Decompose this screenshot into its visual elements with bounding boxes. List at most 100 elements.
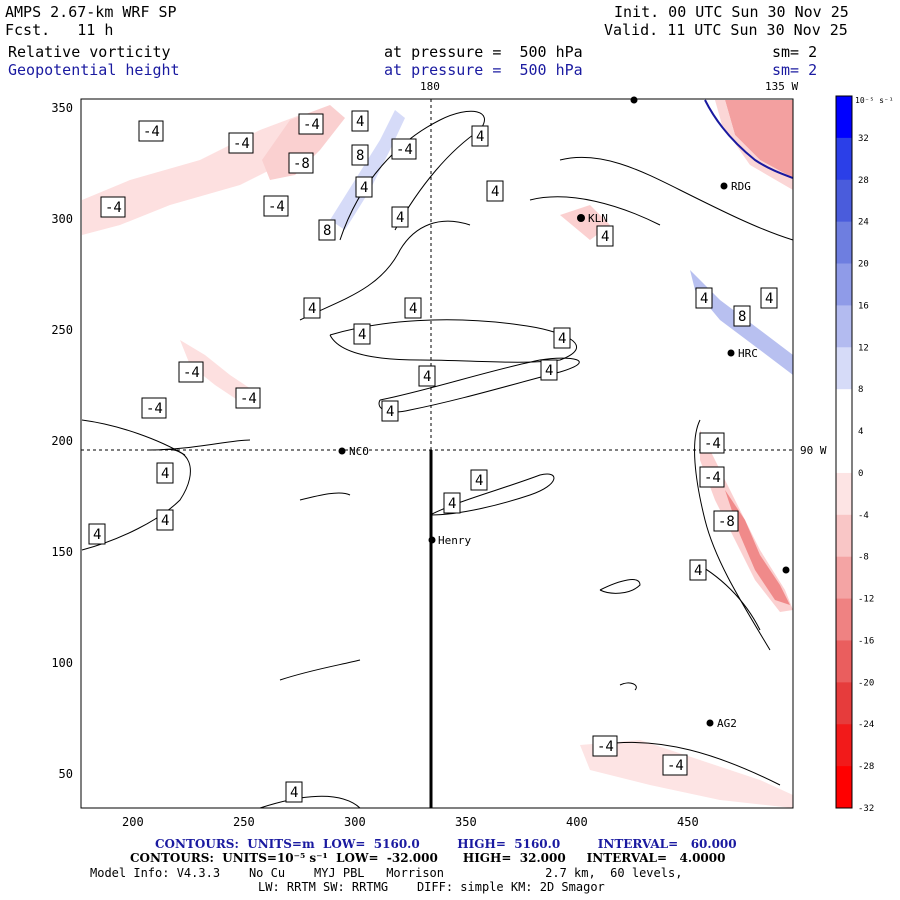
geopotential-contour <box>704 99 794 179</box>
svg-text:4: 4 <box>476 129 484 145</box>
valid-time: Valid. 11 UTC Sun 30 Nov 25 <box>604 21 848 39</box>
colorbar-swatch <box>836 724 852 767</box>
contour-label: 4 <box>596 225 614 247</box>
contour-label: 4 <box>471 125 489 147</box>
station-marker <box>428 536 436 544</box>
colorbar-swatch <box>836 556 852 600</box>
svg-text:-4: -4 <box>303 117 320 133</box>
station-label: AG2 <box>717 717 737 730</box>
colorbar-swatch <box>836 431 852 474</box>
station-marker <box>727 349 735 357</box>
colorbar-tick-label: -24 <box>858 720 874 730</box>
footer-physics: LW: RRTM SW: RRTMG DIFF: simple KM: 2D S… <box>258 880 605 894</box>
svg-text:8: 8 <box>356 148 364 164</box>
contour-label: 4 <box>351 110 369 132</box>
contour-label: 4 <box>404 297 422 319</box>
contour-label: -4 <box>235 387 261 409</box>
svg-text:-4: -4 <box>704 436 721 452</box>
contour-label: 4 <box>540 359 558 381</box>
contour-label: -4 <box>138 120 164 142</box>
colorbar-tick-label: 20 <box>858 260 869 270</box>
colorbar-tick-label: 32 <box>858 134 869 144</box>
station-label: RDG <box>731 180 751 193</box>
contour-label: -4 <box>592 735 618 757</box>
contour-label: -4 <box>699 432 725 454</box>
footer-model-info: Model Info: V4.3.3 No Cu MYJ PBL Morriso… <box>90 866 683 880</box>
y-tick-label: 200 <box>51 434 73 448</box>
contour-label: -4 <box>178 361 204 383</box>
colorbar-tick-label: 8 <box>858 385 863 395</box>
contour-label: -8 <box>713 510 739 532</box>
model-title: AMPS 2.67-km WRF SP <box>5 3 177 21</box>
field-vorticity-label: Relative vorticity <box>8 43 171 61</box>
svg-text:-4: -4 <box>183 365 200 381</box>
map-frame <box>80 98 794 809</box>
contour-label: -4 <box>662 754 688 776</box>
svg-text:4: 4 <box>601 229 609 245</box>
smoothing-1: sm= 2 <box>772 43 818 61</box>
svg-text:-8: -8 <box>293 156 310 172</box>
contour-label: -4 <box>699 466 725 488</box>
svg-text:4: 4 <box>491 184 499 200</box>
y-tick-label: 300 <box>51 212 73 226</box>
colorbar-tick-label: -8 <box>858 553 869 563</box>
init-time: Init. 00 UTC Sun 30 Nov 25 <box>614 3 849 21</box>
contour-label: -4 <box>100 196 126 218</box>
colorbar-swatches <box>836 96 852 809</box>
station-marker <box>720 182 728 190</box>
svg-text:8: 8 <box>323 223 331 239</box>
contour-label: -4 <box>298 113 324 135</box>
colorbar-swatch <box>836 640 852 683</box>
contour-label: 4 <box>695 287 713 309</box>
contour-label: 8 <box>351 144 369 166</box>
station-marker <box>338 447 346 455</box>
contour-label: 4 <box>418 365 436 387</box>
svg-text:4: 4 <box>448 496 456 512</box>
svg-text:-4: -4 <box>240 391 257 407</box>
colorbar-swatch <box>836 472 852 516</box>
colorbar-tick-label: -16 <box>858 636 874 646</box>
colorbar-swatch <box>836 598 852 641</box>
svg-text:4: 4 <box>765 291 773 307</box>
x-tick-label: 450 <box>677 815 699 829</box>
x-tick-label: 300 <box>344 815 366 829</box>
svg-text:4: 4 <box>475 473 483 489</box>
colorbar-tick-label: 12 <box>858 343 869 353</box>
x-tick-label: 350 <box>455 815 477 829</box>
colorbar-swatch <box>836 263 852 306</box>
contour-label: 4 <box>353 323 371 345</box>
colorbar-swatch <box>836 96 852 139</box>
svg-text:4: 4 <box>360 180 368 196</box>
svg-text:-4: -4 <box>105 200 122 216</box>
y-tick-label: 250 <box>51 323 73 337</box>
svg-text:-4: -4 <box>667 758 684 774</box>
colorbar-tick-label: 28 <box>858 176 869 186</box>
colorbar-tick-label: -12 <box>858 595 874 605</box>
svg-text:4: 4 <box>161 513 169 529</box>
footer-height-contours: CONTOURS: UNITS=m LOW= 5160.0 HIGH= 5160… <box>155 837 737 851</box>
contour-label: -4 <box>391 138 417 160</box>
svg-text:-4: -4 <box>268 199 285 215</box>
svg-text:-4: -4 <box>597 739 614 755</box>
svg-text:4: 4 <box>358 327 366 343</box>
pressure-level-2: at pressure = 500 hPa <box>384 61 583 79</box>
colorbar-unit: 10⁻⁵ s⁻¹ <box>855 96 894 105</box>
colorbar-swatch <box>836 179 852 223</box>
station-label: KLN <box>588 212 608 225</box>
contour-label: 4 <box>156 462 174 484</box>
svg-text:4: 4 <box>290 785 298 801</box>
x-tick-label: 200 <box>122 815 144 829</box>
y-tick-label: 150 <box>51 545 73 559</box>
station-marker <box>630 96 638 104</box>
colorbar-tick-label: 16 <box>858 301 869 311</box>
y-axis: 350 300 250 200 150 100 50 <box>51 101 73 781</box>
colorbar-swatch <box>836 305 852 348</box>
colorbar-tick-label: -4 <box>858 511 869 521</box>
pressure-level-1: at pressure = 500 hPa <box>384 43 583 61</box>
x-axis: 200 250 300 350 400 450 <box>122 815 699 829</box>
svg-text:4: 4 <box>558 331 566 347</box>
contour-label: 4 <box>443 492 461 514</box>
colorbar-swatch <box>836 766 852 809</box>
svg-text:8: 8 <box>738 309 746 325</box>
colorbar-tick-label: 0 <box>858 469 863 479</box>
